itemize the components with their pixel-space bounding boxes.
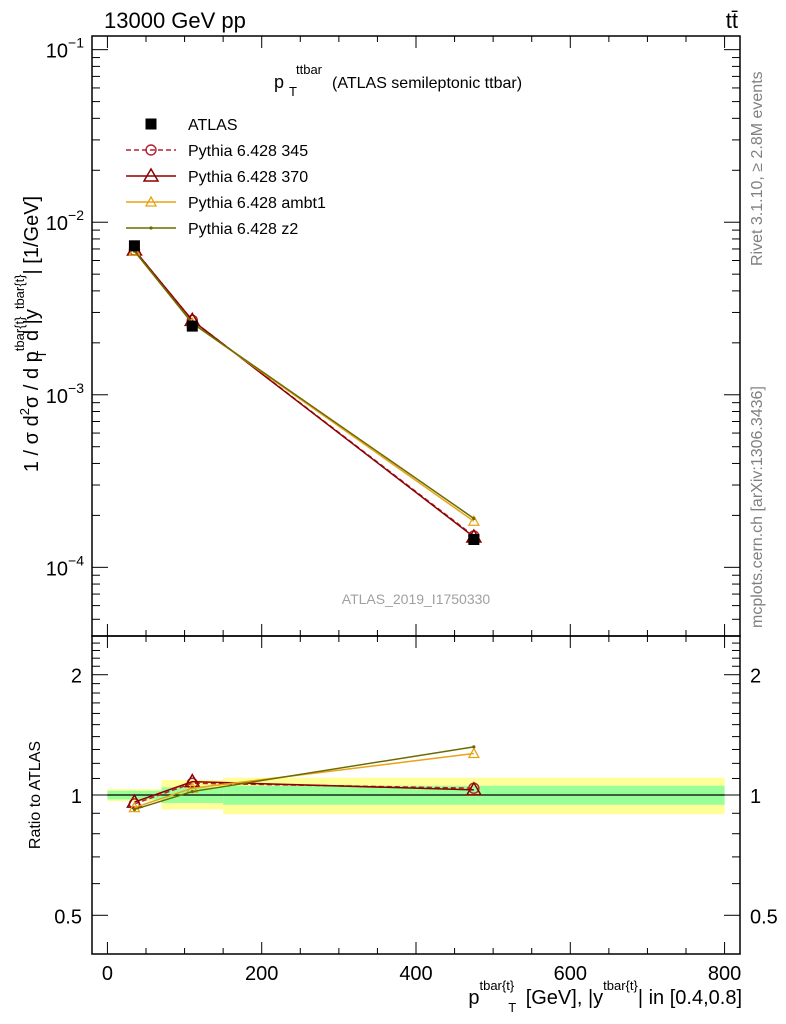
legend-label-data: ATLAS — [188, 117, 238, 134]
legend-item-z2: Pythia 6.428 z2 — [126, 221, 298, 238]
main-series-p370 — [126, 241, 483, 543]
x-tick-label-1: 200 — [245, 963, 278, 985]
main-point-data-2 — [468, 533, 480, 545]
watermark: ATLAS_2019_I1750330 — [342, 591, 491, 607]
main-series-data — [128, 240, 480, 545]
x-tick-label-0: 0 — [102, 963, 113, 985]
ratio-y-tick-label-left-0: 0.5 — [54, 906, 82, 928]
ratio-point-z2-0 — [132, 807, 137, 812]
ratio-point-ambt1-2 — [467, 747, 480, 759]
ratio-bands — [107, 777, 725, 815]
main-point-data-1 — [186, 320, 198, 332]
legend-marker-p345 — [145, 144, 157, 156]
ratio-y-tick-label-left-1: 1 — [71, 786, 82, 808]
x-axis-label: ptbar{t} T [GeV], |ytbar{t}| in [0.4,0.8] — [468, 978, 742, 1015]
header-left: 13000 GeV pp — [104, 8, 246, 33]
ratio-y-tick-label-left-2: 2 — [71, 666, 82, 688]
ratio-ticks: 0.5 0.5 1 1 2 2 — [54, 635, 778, 955]
ratio-point-ambt1-0 — [128, 801, 141, 813]
main-point-z2-2 — [472, 516, 476, 521]
main-y-tick-label-3: 10−4 — [46, 552, 84, 580]
plot-title-rest: (ATLAS semileptonic ttbar) — [332, 75, 522, 92]
main-series-p345 — [128, 244, 480, 542]
plot-title-sup: ttbar — [296, 62, 323, 77]
rivet-label: Rivet 3.1.10, ≥ 2.8M events — [749, 71, 766, 266]
main-point-data-0 — [128, 240, 140, 252]
x-tick-label-2: 400 — [399, 963, 432, 985]
main-series — [126, 240, 483, 545]
y-axis-label-ratio: Ratio to ATLAS — [27, 741, 44, 849]
main-panel: 10−1 10−2 10−3 10−4 ATLAS_2019_I1750330 p T… — [46, 35, 741, 637]
ratio-point-z2-2 — [472, 745, 476, 749]
main-line-z2 — [133, 250, 475, 520]
ratio-series — [126, 745, 483, 813]
mcplots-label: mcplots.cern.ch [arXiv:1306.3436] — [749, 386, 766, 628]
legend-marker-p370 — [142, 167, 160, 182]
main-series-z2 — [132, 249, 476, 521]
x-tick-labels: 0 200 400 600 800 — [102, 963, 741, 985]
legend-item-p345: Pythia 6.428 345 — [126, 143, 308, 160]
ratio-y-tick-label-right-1: 1 — [750, 786, 761, 808]
main-y-tick-label-2: 10−3 — [46, 380, 84, 408]
ratio-series-z2 — [132, 745, 476, 812]
x-tick-label-4: 800 — [708, 963, 741, 985]
x-tick-label-3: 600 — [554, 963, 587, 985]
legend-label-p345: Pythia 6.428 345 — [188, 143, 308, 160]
legend: ATLAS Pythia 6.428 345 Pythia 6.428 370 Pyt… — [126, 117, 326, 238]
main-line-p345 — [133, 249, 475, 537]
legend-item-p370: Pythia 6.428 370 — [126, 167, 308, 186]
ratio-y-tick-label-right-2: 2 — [750, 666, 761, 688]
main-ticks: 10−1 10−2 10−3 10−4 — [46, 35, 740, 637]
header-right: tt̄ — [726, 8, 738, 33]
ratio-line-ambt1 — [134, 752, 474, 809]
legend-item-ambt1: Pythia 6.428 ambt1 — [126, 195, 326, 212]
main-line-ambt1 — [133, 250, 475, 522]
svg-text:1 / σ d2σ / d ptbar{t}T d |ytb: 1 / σ d2σ / d ptbar{t}T d |ytbar{t}| [1/… — [12, 196, 49, 472]
legend-marker-data — [145, 118, 157, 130]
plot-title: p T ttbar (ATLAS semileptonic ttbar) — [274, 58, 522, 100]
legend-marker-z2 — [149, 226, 153, 230]
main-y-tick-label-1: 10−2 — [46, 207, 84, 235]
ratio-point-p370-1 — [183, 773, 201, 788]
plot-title-main: p — [274, 72, 284, 92]
ratio-panel: 0.5 0.5 1 1 2 2 — [54, 635, 778, 955]
main-point-ambt1-2 — [467, 514, 480, 526]
main-line-p370 — [133, 249, 475, 538]
legend-label-ambt1: Pythia 6.428 ambt1 — [188, 195, 326, 212]
legend-item-data: ATLAS — [145, 117, 238, 134]
svg-text:ptbar{t}T [GeV], |ytbar{t}| in: ptbar{t} T [GeV], |ytbar{t}| in [0.4,0.8] — [468, 978, 742, 1015]
plot-title-sub: T — [289, 84, 297, 99]
ratio-point-p370-2 — [465, 781, 483, 796]
y-axis-label-main: 1 / σ d2σ / d ptbar{t}T d |ytbar{t}| [1/… — [12, 196, 49, 472]
main-y-tick-label-0: 10−1 — [46, 35, 84, 63]
svg-text:p T ttbar: p T ttbar (ATLAS semileptonic ttbar) — [274, 58, 522, 100]
legend-label-z2: Pythia 6.428 z2 — [188, 221, 298, 238]
ratio-point-z2-1 — [190, 789, 194, 794]
legend-marker-ambt1 — [144, 195, 158, 207]
ratio-line-p370 — [134, 780, 474, 803]
ratio-series-p370 — [126, 773, 483, 808]
ratio-y-tick-label-right-0: 0.5 — [750, 906, 778, 928]
main-series-ambt1 — [128, 244, 480, 526]
legend-label-p370: Pythia 6.428 370 — [188, 169, 308, 186]
